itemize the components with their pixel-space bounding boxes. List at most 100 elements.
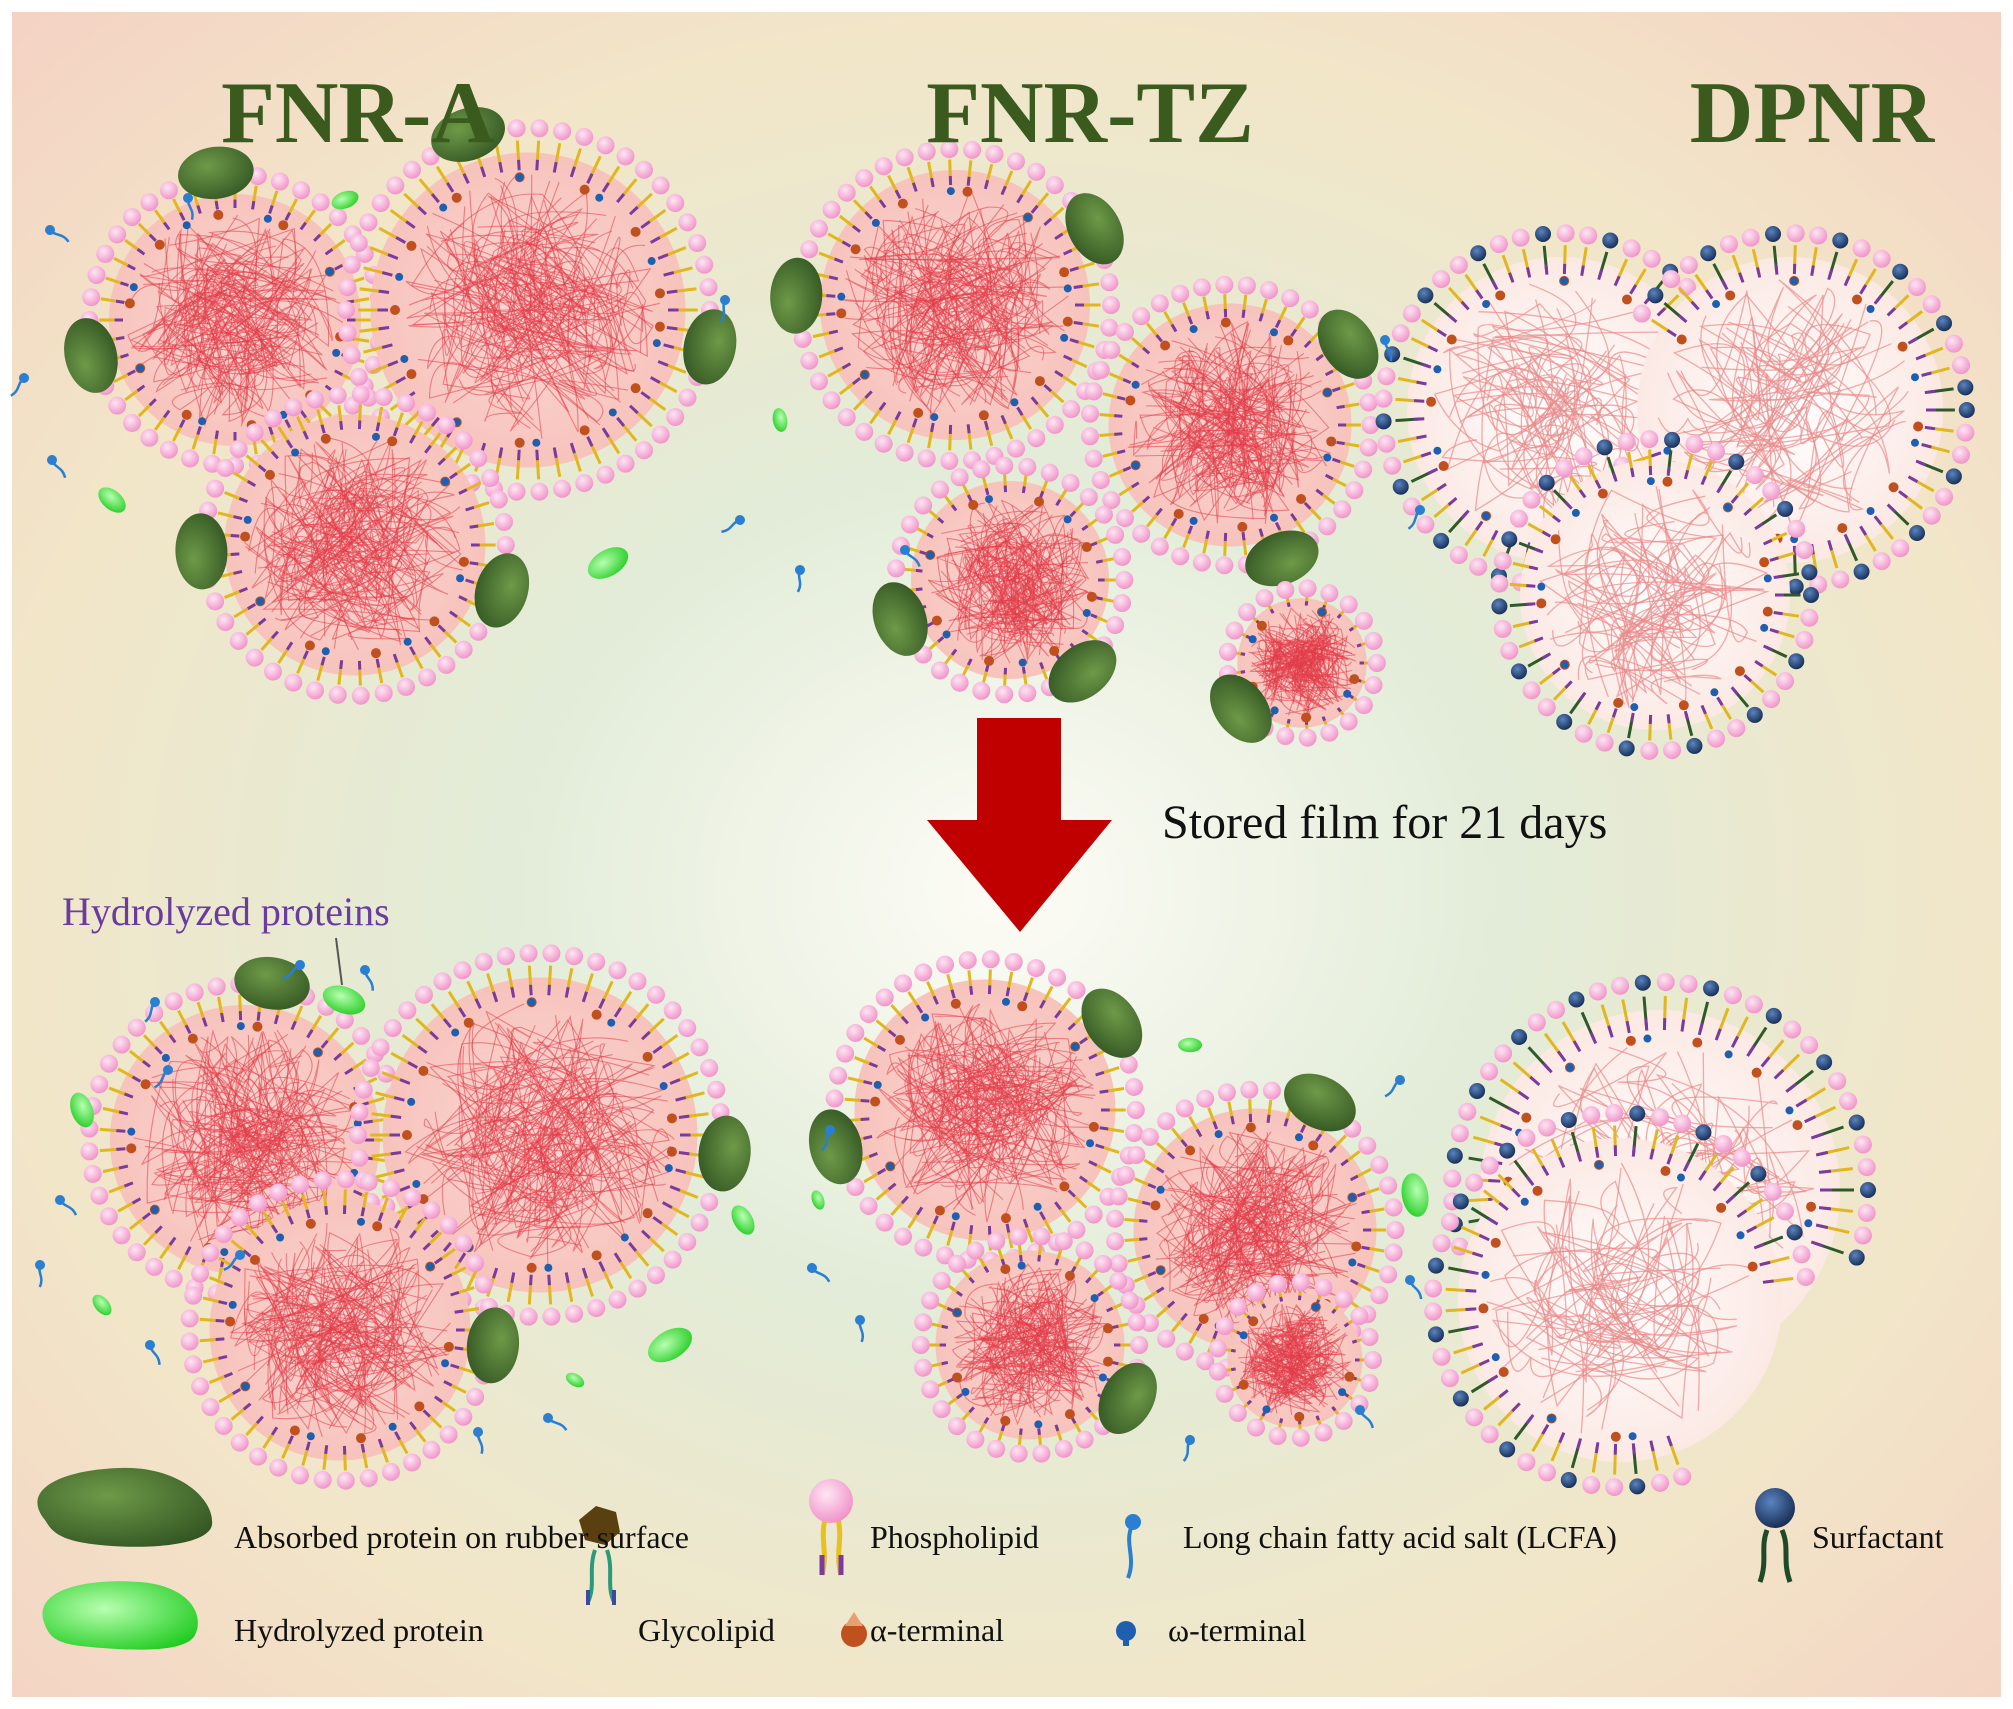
hydrolyzed-protein [322, 985, 366, 1015]
membrane [1490, 430, 1819, 760]
rubber-chains [127, 214, 344, 427]
hydrolyzed-protein [70, 1092, 94, 1128]
rubber-chains [1155, 1126, 1357, 1330]
alpha-terminal-icon [841, 1612, 867, 1647]
hydrolyzed-protein [731, 1205, 755, 1235]
hydrolyzed-protein [1178, 1037, 1202, 1053]
particle-fnrtz-bot-1 [808, 950, 1145, 1270]
lcfa-molecule [360, 965, 374, 991]
membrane [1081, 275, 1380, 575]
lcfa-molecule [543, 1413, 568, 1431]
particle-fnrtz-bot-2 [1106, 1073, 1405, 1380]
legend [37, 1467, 1795, 1650]
lcfa-molecule [145, 1340, 161, 1366]
lcfa-molecule [10, 373, 29, 397]
hydrolyzed-protein [98, 487, 126, 513]
glycolipid-icon [579, 1506, 620, 1605]
hydrolyzed-protein [772, 408, 788, 432]
lcfa-molecule [900, 545, 921, 567]
rubber-chains [951, 1263, 1109, 1426]
membrane [1208, 1273, 1382, 1447]
legend-label-surfactant: Surfactant [1812, 1519, 1944, 1555]
lcfa-molecule [35, 1260, 45, 1288]
particle-fnrtz-bot-4 [1208, 1273, 1382, 1447]
rubber-chains [1657, 279, 1909, 532]
legend-label-alpha-terminal: α-terminal [870, 1612, 1005, 1648]
lcfa-icon [1125, 1514, 1141, 1579]
lcfa-molecule [223, 1250, 245, 1272]
legend-label-hydrolyzed-protein: Hydrolyzed protein [234, 1612, 484, 1648]
lcfa-molecule [1355, 1405, 1374, 1429]
hydrolyzed-protein [811, 1190, 825, 1210]
particle-fnra-bot-3 [180, 1170, 520, 1490]
particle-fnra-bot-2 [349, 944, 751, 1326]
particle-dpnr-bot-2 [1424, 1103, 1815, 1497]
lcfa-molecule [282, 960, 305, 980]
particle-fnrtz-bot-3 [911, 1227, 1157, 1463]
rubber-chains [1538, 485, 1770, 708]
legend-label-glycolipid: Glycolipid [638, 1612, 775, 1648]
rubber-chains [1433, 283, 1686, 544]
hydrolyzed-protein [648, 1327, 692, 1363]
lcfa-molecule [55, 1195, 78, 1216]
free-molecules-layer [10, 190, 1429, 1462]
legend-label-absorbed-protein: Absorbed protein on rubber surface [234, 1519, 689, 1555]
surfactant-icon [1755, 1488, 1795, 1583]
title-fnr-tz: FNR-TZ [926, 65, 1254, 162]
lcfa-molecule [855, 1315, 865, 1343]
particle-fnra-top-2 [337, 106, 737, 501]
omega-terminal-icon [1116, 1621, 1136, 1646]
lcfa-molecule [719, 295, 730, 323]
absorbed-protein-icon [37, 1467, 213, 1547]
hydrolyzed-protein [587, 547, 629, 579]
lcfa-molecule [473, 1427, 484, 1455]
arrow-label: Stored film for 21 days [1162, 796, 1608, 849]
lcfa-molecule [721, 515, 745, 534]
lcfa-molecule [1384, 1075, 1405, 1098]
hydrolyzed-protein-icon [42, 1581, 198, 1650]
hydrolyzed-protein [92, 1294, 112, 1316]
callout-label: Hydrolyzed proteins [62, 889, 390, 934]
rubber-chains [840, 187, 1069, 421]
hydrolyzed-protein [1401, 1173, 1429, 1217]
lcfa-molecule [795, 565, 805, 593]
lcfa-molecule [1182, 1435, 1195, 1462]
rubber-chains [1127, 320, 1332, 524]
lcfa-molecule [153, 1065, 173, 1089]
legend-label-omega-terminal: ω-terminal [1168, 1612, 1307, 1648]
lcfa-molecule [1405, 1275, 1423, 1300]
lcfa-molecule [820, 1125, 835, 1152]
legend-label-phospholipid: Phospholipid [870, 1519, 1039, 1555]
hydrolyzed-protein [565, 1372, 585, 1388]
particle-fnrtz-top-1 [770, 140, 1124, 470]
lcfa-molecule [1407, 505, 1425, 530]
particle-fnrtz-top-3 [872, 456, 1134, 704]
lcfa-molecule [47, 455, 67, 479]
lcfa-molecule [183, 193, 194, 220]
lcfa-molecule [144, 997, 160, 1023]
rubber-chains [876, 1003, 1096, 1223]
rubber-chains [404, 1003, 675, 1266]
rubber-chains [1248, 607, 1356, 720]
legend-label-lcfa: Long chain fatty acid salt (LCFA) [1183, 1519, 1617, 1555]
membrane [80, 165, 390, 475]
title-fnr-a: FNR-A [221, 65, 495, 162]
rubber-chains [927, 499, 1092, 664]
lcfa-molecule [807, 1263, 831, 1283]
storage-arrow [927, 718, 1112, 932]
rubber-chains [1486, 1162, 1753, 1434]
particle-fnra-top-1 [64, 146, 390, 475]
hydrolyzed-protein [331, 190, 359, 210]
particle-fnrtz-top-2 [1081, 275, 1380, 587]
callout-line [335, 937, 343, 986]
membrane [1106, 1080, 1405, 1380]
particle-fnrtz-top-4 [1210, 579, 1386, 747]
membrane [1424, 1103, 1815, 1497]
lcfa-molecule [45, 225, 70, 243]
lcfa-molecule [1380, 335, 1393, 362]
title-dpnr: DPNR [1689, 65, 1935, 162]
particle-dpnr-top-3 [1490, 430, 1819, 760]
rubber-chains [405, 174, 661, 439]
